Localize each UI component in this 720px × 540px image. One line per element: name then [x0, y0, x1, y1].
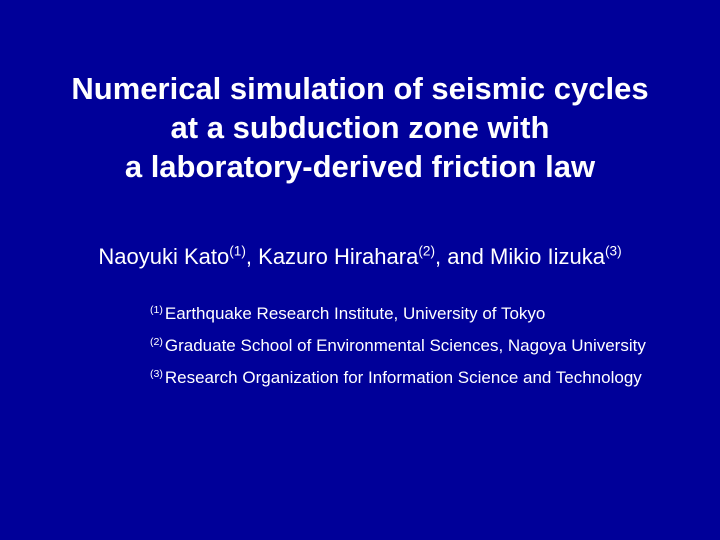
title-line-1: Numerical simulation of seismic cycles	[71, 71, 648, 106]
affil-3-sup: (3)	[150, 368, 163, 380]
title-line-3: a laboratory-derived friction law	[125, 149, 595, 184]
affiliations: (1)Earthquake Research Institute, Univer…	[50, 304, 670, 400]
affil-2-text: Graduate School of Environmental Science…	[165, 336, 646, 355]
slide-title: Numerical simulation of seismic cycles a…	[50, 70, 670, 186]
author-3-sup: (3)	[605, 244, 622, 259]
affil-1-sup: (1)	[150, 304, 163, 316]
author-2-sup: (2)	[418, 244, 435, 259]
affil-2-sup: (2)	[150, 336, 163, 348]
affiliation-1: (1)Earthquake Research Institute, Univer…	[150, 304, 670, 324]
affil-1-text: Earthquake Research Institute, Universit…	[165, 304, 545, 323]
affil-3-text: Research Organization for Information Sc…	[165, 368, 642, 387]
affiliation-2: (2)Graduate School of Environmental Scie…	[150, 336, 670, 356]
author-2-name: Kazuro Hirahara	[258, 244, 418, 269]
affiliation-3: (3)Research Organization for Information…	[150, 368, 670, 388]
author-sep-1: ,	[246, 244, 258, 269]
author-sep-2: , and	[435, 244, 490, 269]
title-line-2: at a subduction zone with	[171, 110, 550, 145]
slide: Numerical simulation of seismic cycles a…	[0, 0, 720, 540]
author-1-name: Naoyuki Kato	[98, 244, 229, 269]
author-3-name: Mikio Iizuka	[490, 244, 605, 269]
authors-line: Naoyuki Kato(1), Kazuro Hirahara(2), and…	[50, 244, 670, 270]
author-1-sup: (1)	[229, 244, 246, 259]
